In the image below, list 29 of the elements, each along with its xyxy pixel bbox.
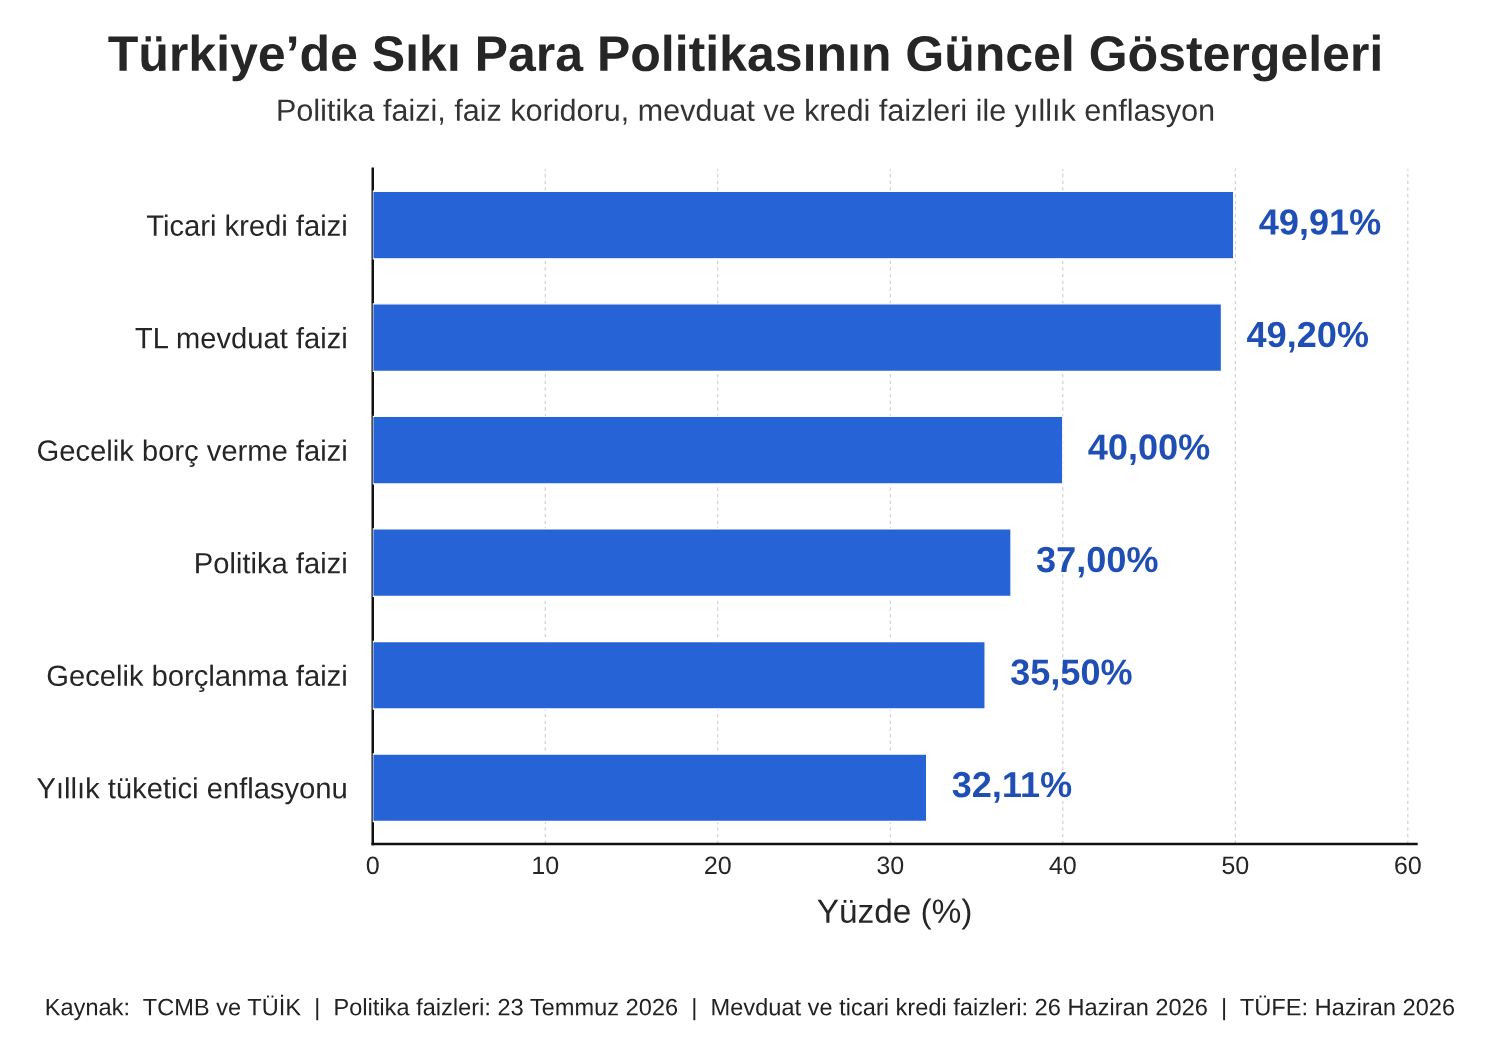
data-label: 49,91% bbox=[1259, 209, 1381, 240]
bar bbox=[372, 190, 1235, 260]
data-label: 49,20% bbox=[1247, 321, 1369, 353]
chart-title: Türkiye’de Sıkı Para Politikasının Güncel Göstergeleri bbox=[108, 34, 1380, 82]
text: Kaynak: TCMB ve TÜİK | Politika faizleri: 23 Temmuz 2026 | Mevduat ve ticari kredi faizleri: 26 Haziran 2026 | TÜFE: Haziran 2026 bbox=[46, 994, 1455, 1021]
x-tick-label: 50 bbox=[1222, 856, 1249, 875]
bar bbox=[372, 303, 1223, 373]
y-tick-label: Yıllık tüketici enflasyonu bbox=[37, 777, 346, 805]
bar bbox=[372, 415, 1064, 485]
x-tick-label: 30 bbox=[877, 856, 904, 875]
bar bbox=[372, 528, 1012, 598]
y-tick-label: Ticari kredi faizi bbox=[146, 214, 346, 236]
chart-subtitle: Politika faizi, faiz koridoru, mevduat ve kredi faizleri ile yıllık enflasyon bbox=[278, 98, 1214, 128]
x-tick-label: 10 bbox=[533, 856, 559, 875]
data-label: 35,50% bbox=[1011, 659, 1132, 691]
y-tick-label: Gecelik borç verme faizi bbox=[38, 439, 346, 467]
x-axis-title: Yüzde (%) bbox=[817, 898, 971, 930]
data-label: 40,00% bbox=[1088, 434, 1210, 466]
y-tick-label: Politika faizi bbox=[196, 552, 346, 574]
data-label: 32,11% bbox=[952, 771, 1072, 803]
y-tick-label: TL mevduat faizi bbox=[135, 327, 346, 349]
x-tick-label: 40 bbox=[1049, 856, 1076, 875]
y-tick-label: Gecelik borçlanma faizi bbox=[47, 664, 346, 692]
x-tick-label: 0 bbox=[366, 856, 379, 875]
bar bbox=[372, 753, 928, 823]
data-label: 37,00% bbox=[1036, 546, 1158, 578]
x-tick-label: 20 bbox=[705, 856, 731, 875]
x-tick-label: 60 bbox=[1395, 856, 1421, 875]
bar bbox=[372, 640, 986, 710]
